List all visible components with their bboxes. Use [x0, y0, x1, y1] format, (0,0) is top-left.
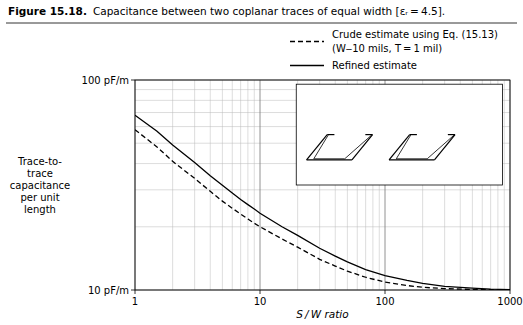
tick-mark	[510, 290, 511, 294]
inset-stroke	[396, 158, 427, 159]
inset-stroke	[434, 135, 455, 160]
inset-stroke	[396, 135, 410, 159]
minor-grid-line	[135, 189, 510, 190]
minor-grid-line	[172, 80, 173, 290]
inset-stroke	[307, 159, 352, 160]
tick-label: 1000	[497, 296, 522, 307]
tick-label: 10 pF/m	[88, 285, 129, 296]
tick-mark	[260, 290, 261, 294]
legend-label: Crude estimate using Eq. (15.13)	[332, 29, 498, 40]
title: Figure 15.18. Capacitance between two cop…	[8, 5, 445, 17]
inset-stroke	[345, 135, 372, 159]
inset-frame	[296, 84, 502, 185]
inset-stroke	[314, 158, 345, 159]
title-text: Figure 15.18.	[8, 5, 87, 17]
inset-stroke	[427, 135, 454, 159]
tick-label: 100 pF/m	[82, 75, 129, 86]
plot-frame	[135, 80, 510, 290]
inset-stroke	[389, 159, 434, 160]
inset-stroke	[314, 135, 328, 159]
legend: Crude estimate using Eq. (15.13) (W‒10 mi…	[290, 29, 498, 71]
minor-grid-line	[210, 80, 211, 290]
minor-grid-line	[135, 226, 510, 227]
chart: Figure 15.18. Capacitance between two cop…	[0, 0, 523, 325]
subtitle-text: Capacitance between two coplanar traces …	[93, 5, 445, 17]
inset-stroke	[448, 134, 455, 135]
tick-mark	[135, 290, 136, 294]
title-rule	[6, 23, 517, 24]
inset-stroke	[307, 135, 328, 160]
tick-mark	[131, 290, 135, 291]
annotation: (W‒10 mils, T = 1 mil)	[332, 43, 442, 54]
legend-swatch	[290, 65, 324, 66]
y-axis-label-line: trace	[27, 168, 53, 179]
y-axis-label-line: capacitance	[10, 180, 70, 191]
tick-label: 1	[132, 296, 138, 307]
minor-grid-line	[247, 80, 248, 290]
inset-stroke	[327, 134, 334, 135]
inset-stroke	[352, 135, 373, 160]
inset-stroke	[410, 134, 417, 135]
minor-grid-line	[194, 80, 195, 290]
inset-sketch	[296, 84, 502, 185]
minor-grid-line	[254, 80, 255, 290]
tick-label: 100	[375, 296, 394, 307]
y-axis-label-line: length	[24, 204, 56, 215]
tick-mark	[131, 80, 135, 81]
minor-grid-line	[240, 80, 241, 290]
tick-label: 10	[254, 296, 267, 307]
minor-grid-line	[232, 80, 233, 290]
legend-swatch	[290, 41, 324, 42]
inset-stroke	[365, 134, 372, 135]
grid	[135, 80, 510, 290]
y-axis-label-line: per unit	[20, 192, 59, 203]
minor-grid-line	[504, 80, 505, 290]
tick-mark	[385, 290, 386, 294]
x-axis-label: S / W ratio	[296, 308, 348, 320]
grid-line	[260, 80, 261, 290]
inset-stroke	[389, 135, 410, 160]
y-axis-label-line: Trace-to-	[17, 156, 62, 167]
legend-label: Refined estimate	[332, 60, 417, 71]
y-axis-label: Trace-to-tracecapacitanceper unitlength	[10, 156, 70, 215]
